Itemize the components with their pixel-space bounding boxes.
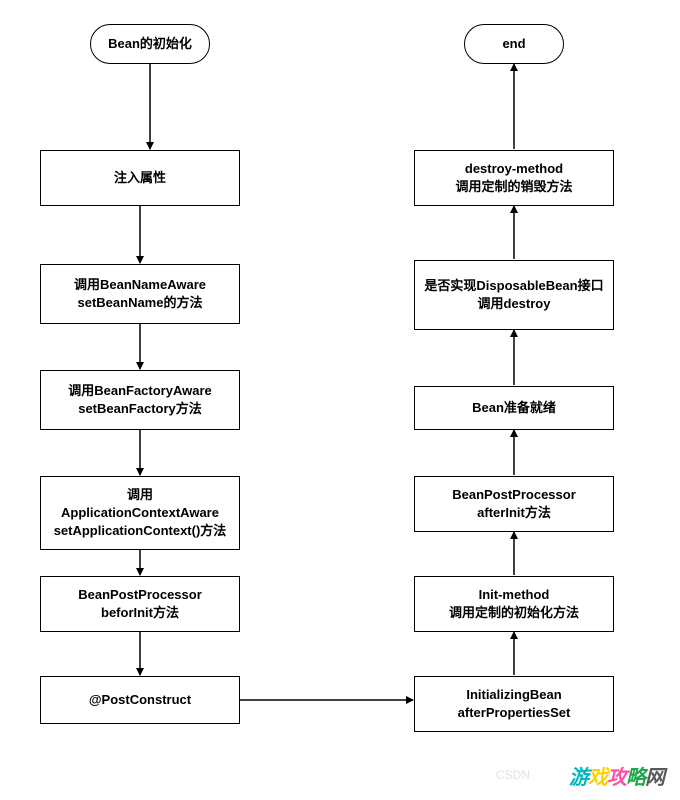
node-inject: 注入属性 bbox=[40, 150, 240, 206]
node-label: BeanPostProcessorafterInit方法 bbox=[452, 486, 576, 522]
node-end: end bbox=[464, 24, 564, 64]
node-init-method: Init-method调用定制的初始化方法 bbox=[414, 576, 614, 632]
node-label: 调用BeanNameAwaresetBeanName的方法 bbox=[74, 276, 206, 312]
node-ready: Bean准备就绪 bbox=[414, 386, 614, 430]
node-post-construct: @PostConstruct bbox=[40, 676, 240, 724]
node-destroy-method: destroy-method调用定制的销毁方法 bbox=[414, 150, 614, 206]
node-label: 调用BeanFactoryAwaresetBeanFactory方法 bbox=[68, 382, 212, 418]
node-label: Bean准备就绪 bbox=[472, 399, 556, 417]
node-label: end bbox=[502, 35, 525, 53]
node-label: @PostConstruct bbox=[89, 691, 191, 709]
node-label: BeanPostProcessorbeforInit方法 bbox=[78, 586, 202, 622]
node-label: Bean的初始化 bbox=[108, 35, 192, 53]
node-label: destroy-method调用定制的销毁方法 bbox=[455, 160, 572, 196]
node-initializing-bean: InitializingBeanafterPropertiesSet bbox=[414, 676, 614, 732]
wm-char: 略 bbox=[626, 767, 645, 789]
node-bpp-after: BeanPostProcessorafterInit方法 bbox=[414, 476, 614, 532]
node-label: 注入属性 bbox=[114, 169, 166, 187]
node-label: InitializingBeanafterPropertiesSet bbox=[458, 686, 571, 722]
node-disposable-bean: 是否实现DisposableBean接口调用destroy bbox=[414, 260, 614, 330]
node-name-aware: 调用BeanNameAwaresetBeanName的方法 bbox=[40, 264, 240, 324]
node-bpp-before: BeanPostProcessorbeforInit方法 bbox=[40, 576, 240, 632]
wm-char: 游 bbox=[569, 767, 588, 789]
node-label: 是否实现DisposableBean接口调用destroy bbox=[424, 277, 603, 313]
node-label: Init-method调用定制的初始化方法 bbox=[449, 586, 579, 622]
wm-char: 网 bbox=[645, 767, 664, 789]
node-start: Bean的初始化 bbox=[90, 24, 210, 64]
wm-char: 攻 bbox=[607, 767, 626, 789]
watermark-faint: CSDN bbox=[496, 768, 530, 782]
watermark-logo: 游戏攻略网 bbox=[569, 761, 664, 790]
node-context-aware: 调用ApplicationContextAwaresetApplicationC… bbox=[40, 476, 240, 550]
node-label: 调用ApplicationContextAwaresetApplicationC… bbox=[54, 486, 227, 541]
node-factory-aware: 调用BeanFactoryAwaresetBeanFactory方法 bbox=[40, 370, 240, 430]
wm-char: 戏 bbox=[588, 767, 607, 789]
